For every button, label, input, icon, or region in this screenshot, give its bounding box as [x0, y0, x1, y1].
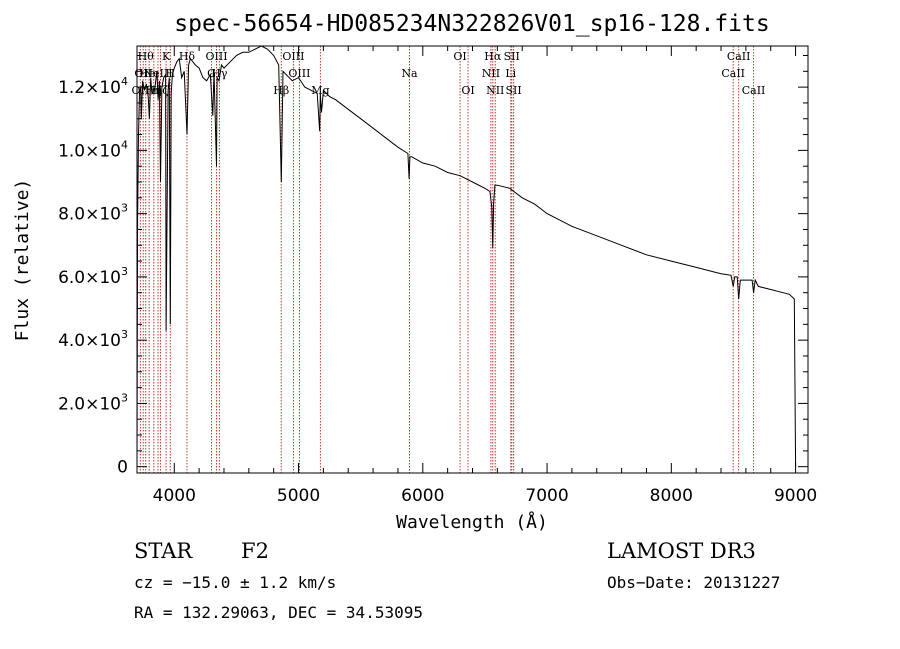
y-tick-label-mantissa: 2.0×10: [58, 394, 121, 414]
line-marker-label: SII: [506, 84, 522, 97]
emission-line-labels: OIIOIIHθHeιHηNeIIIHζKHHδGOIIIHγHβOIIIOII…: [131, 50, 765, 97]
x-tick-label: 6000: [401, 486, 444, 506]
line-marker-label: CaII: [727, 50, 751, 63]
x-tick-label: 8000: [650, 486, 693, 506]
line-marker-label: OIII: [205, 50, 227, 63]
ra-dec-coordinates: RA = 132.29063, DEC = 34.53095: [134, 603, 423, 622]
redshift-cz: cz = −15.0 ± 1.2 km/s: [134, 573, 337, 592]
line-marker-label: NII: [482, 67, 500, 80]
y-tick-label: 0: [117, 458, 128, 478]
line-marker-label: Hα: [484, 50, 502, 63]
y-tick-label: 4.0×103: [58, 328, 128, 351]
y-tick-label-mantissa: 8.0×10: [58, 205, 121, 225]
y-axis-ticks: 02.0×1034.0×1036.0×1038.0×1031.0×1041.2×…: [58, 54, 808, 478]
observation-date: Obs−Date: 20131227: [607, 573, 781, 592]
y-tick-label: 8.0×103: [58, 202, 128, 225]
plot-frame: [136, 45, 809, 474]
line-marker-label: OIII: [288, 67, 310, 80]
spectrum-line: [136, 45, 797, 467]
line-marker-label: OI: [453, 50, 466, 63]
y-tick-label-exponent: 3: [121, 328, 128, 341]
y-tick-label-exponent: 4: [121, 75, 128, 88]
object-subclass: F2: [241, 539, 269, 563]
line-marker-label: H: [166, 67, 176, 80]
line-marker-label: NII: [486, 84, 504, 97]
y-tick-label: 1.2×104: [58, 75, 128, 98]
line-marker-label: Hγ: [211, 67, 228, 80]
line-marker-label: Heι: [139, 67, 159, 80]
line-marker-label: Hθ: [138, 50, 155, 63]
object-class: STAR: [134, 539, 193, 563]
x-axis-label: Wavelength (Å): [396, 511, 548, 533]
line-marker-label: CaII: [742, 84, 766, 97]
line-marker-label: Li: [505, 67, 516, 80]
chart-title: spec-56654-HD085234N322826V01_sp16-128.f…: [174, 11, 769, 37]
y-tick-label: 1.0×104: [58, 138, 128, 161]
y-tick-label-exponent: 3: [121, 202, 128, 215]
x-axis-ticks: 4000 5000 6000 7000 8000 9000: [153, 46, 817, 506]
x-tick-label: 7000: [525, 486, 568, 506]
y-tick-label: 2.0×103: [58, 391, 128, 414]
emission-line-markers: [139, 46, 755, 473]
line-marker-label: Mg: [311, 84, 329, 97]
y-tick-label-mantissa: 1.0×10: [58, 141, 121, 161]
line-marker-label: Hδ: [179, 50, 196, 63]
survey-name: LAMOST DR3: [607, 539, 756, 563]
line-marker-label: Hβ: [273, 84, 289, 97]
y-tick-label-mantissa: 0: [117, 458, 128, 478]
line-marker-label: OII: [134, 67, 152, 80]
line-marker-label: OI: [461, 84, 474, 97]
line-marker-label: Na: [401, 67, 418, 80]
y-tick-label-exponent: 3: [121, 265, 128, 278]
x-tick-label: 9000: [774, 486, 817, 506]
y-tick-label-mantissa: 4.0×10: [58, 331, 121, 351]
line-marker-label: Hζ: [153, 84, 169, 97]
line-marker-label: OIII: [282, 50, 304, 63]
y-tick-label-exponent: 4: [121, 138, 128, 151]
y-tick-label: 6.0×103: [58, 265, 128, 288]
line-marker-label: SII: [504, 50, 520, 63]
y-axis-label: Flux (relative): [12, 179, 33, 342]
y-tick-label-mantissa: 1.2×10: [58, 78, 121, 98]
line-marker-label: CaII: [721, 67, 745, 80]
x-tick-label: 5000: [277, 486, 320, 506]
x-tick-label: 4000: [153, 486, 196, 506]
y-tick-label-exponent: 3: [121, 391, 128, 404]
line-marker-label: K: [162, 50, 171, 63]
line-marker-label: G: [207, 67, 216, 80]
y-tick-label-mantissa: 6.0×10: [58, 268, 121, 288]
